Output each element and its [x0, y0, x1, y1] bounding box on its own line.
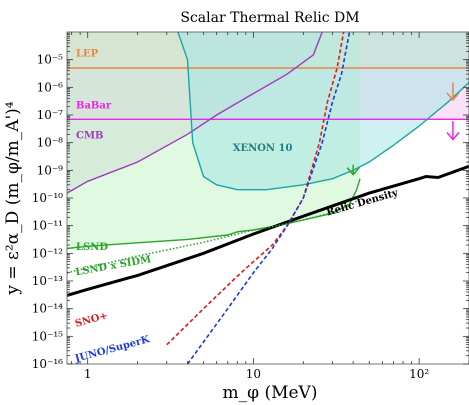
y-tick-label: 10⁻¹⁵	[32, 329, 63, 343]
BaBar-arrow	[446, 121, 460, 141]
chart-title: Scalar Thermal Relic DM	[180, 10, 359, 26]
label-cmb: CMB	[76, 131, 103, 142]
y-tick-label: 10⁻¹⁴	[32, 302, 63, 316]
y-tick-label: 10⁻¹⁶	[32, 357, 63, 371]
y-tick-label: 10⁻¹³	[32, 274, 63, 288]
y-tick-label: 10⁻⁵	[37, 53, 64, 67]
y-tick-label: 10⁻⁹	[37, 163, 64, 177]
region-boundary-cmb	[67, 32, 323, 194]
label-lep: LEP	[76, 49, 99, 60]
y-tick-label: 10⁻⁸	[37, 136, 64, 150]
x-axis-label: m_φ (MeV)	[223, 383, 318, 403]
label-babar: BaBar	[76, 101, 112, 112]
x-tick-label: 1	[84, 367, 92, 381]
LSND-arrow	[346, 164, 360, 176]
x-tick-label: 10	[246, 367, 261, 381]
LEP-arrow	[446, 82, 460, 102]
y-tick-label: 10⁻⁷	[37, 108, 64, 122]
label-xenon-10: XENON 10	[233, 143, 293, 154]
series-lsnd-x-sidm	[67, 197, 361, 274]
y-tick-label: 10⁻¹²	[32, 246, 63, 260]
region-xenon-10	[177, 32, 469, 190]
y-tick-label: 10⁻¹⁰	[32, 191, 63, 205]
y-tick-label: 10⁻⁶	[37, 80, 64, 94]
y-axis-label: y = ε²α_D (m_φ/m_A')⁴	[3, 101, 23, 295]
region-boundary-lsnd	[67, 178, 361, 250]
label-lsnd: LSND	[76, 242, 108, 253]
region-boundary-xenon-10	[177, 32, 469, 191]
y-tick-label: 10⁻¹¹	[32, 219, 63, 233]
x-tick-label: 10²	[409, 367, 429, 381]
series-relic-density	[67, 164, 469, 297]
